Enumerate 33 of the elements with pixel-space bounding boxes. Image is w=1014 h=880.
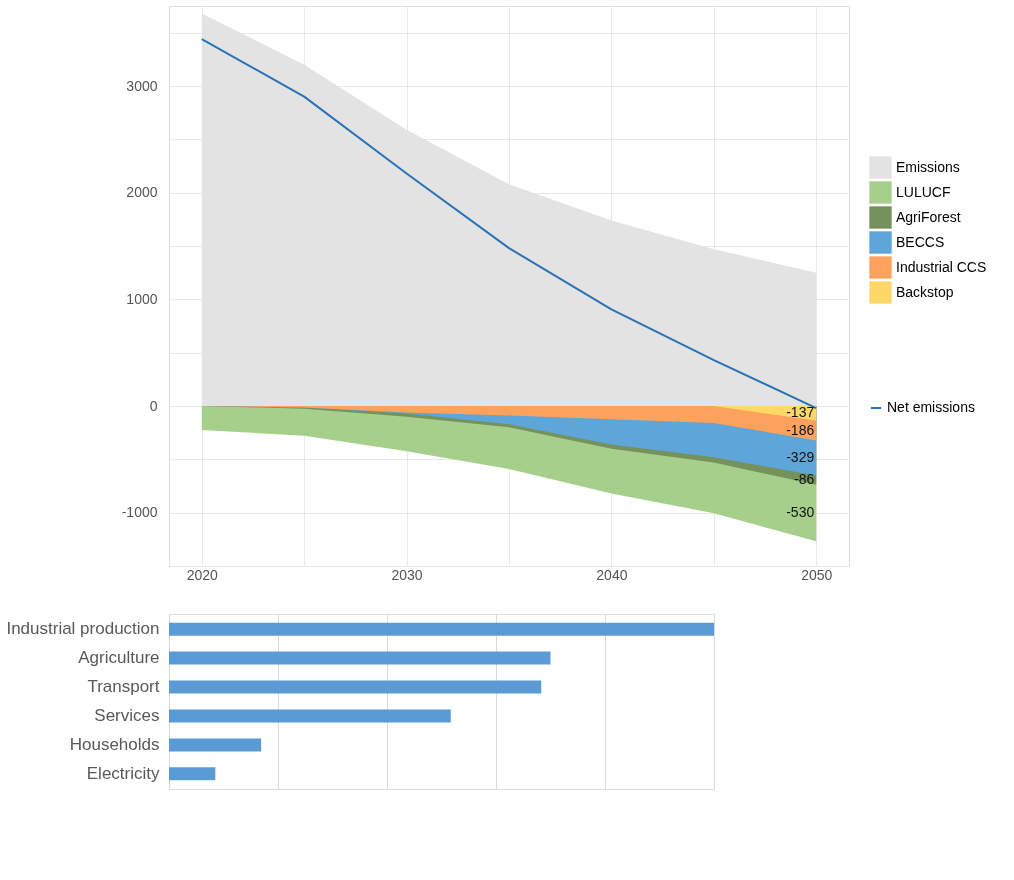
y-tick-label: 0 [149, 397, 158, 414]
annotation: -137 [786, 404, 815, 421]
y-tick-label: 2000 [126, 184, 158, 201]
legend-label: Industrial CCS [896, 258, 987, 275]
y-tick-label: Industrial production [6, 619, 160, 639]
annotation: -186 [786, 421, 815, 438]
legend-label: AgriForest [896, 208, 961, 225]
y-tick-label: 3000 [126, 77, 158, 94]
x-tick-label: 2040 [596, 566, 628, 583]
y-tick-label: -1000 [121, 504, 158, 521]
bar [169, 738, 262, 752]
bar [169, 680, 542, 694]
legend-label: BECCS [896, 233, 945, 250]
y-tick-label: Electricity [86, 763, 160, 783]
annotation: -329 [786, 449, 815, 465]
y-tick-label: Transport [87, 677, 160, 697]
legend-label: Emissions [896, 158, 960, 175]
y-tick-label: Agriculture [78, 648, 160, 668]
legend-label: Net emissions [887, 399, 975, 415]
annotation: -530 [786, 503, 815, 520]
x-tick-label: 2030 [391, 566, 423, 583]
bar [169, 622, 714, 636]
x-tick-label: 2020 [186, 566, 219, 583]
x-tick-label: 2050 [801, 566, 833, 583]
bar [169, 709, 451, 723]
y-tick-label: Services [94, 705, 160, 725]
y-tick-label: Households [69, 734, 160, 754]
annotation: -86 [793, 471, 815, 488]
legend-label: LULUCF [896, 183, 951, 200]
y-tick-label: 1000 [126, 290, 158, 307]
bar [169, 651, 551, 665]
legend-label: Backstop [896, 283, 954, 300]
bar [169, 767, 216, 781]
